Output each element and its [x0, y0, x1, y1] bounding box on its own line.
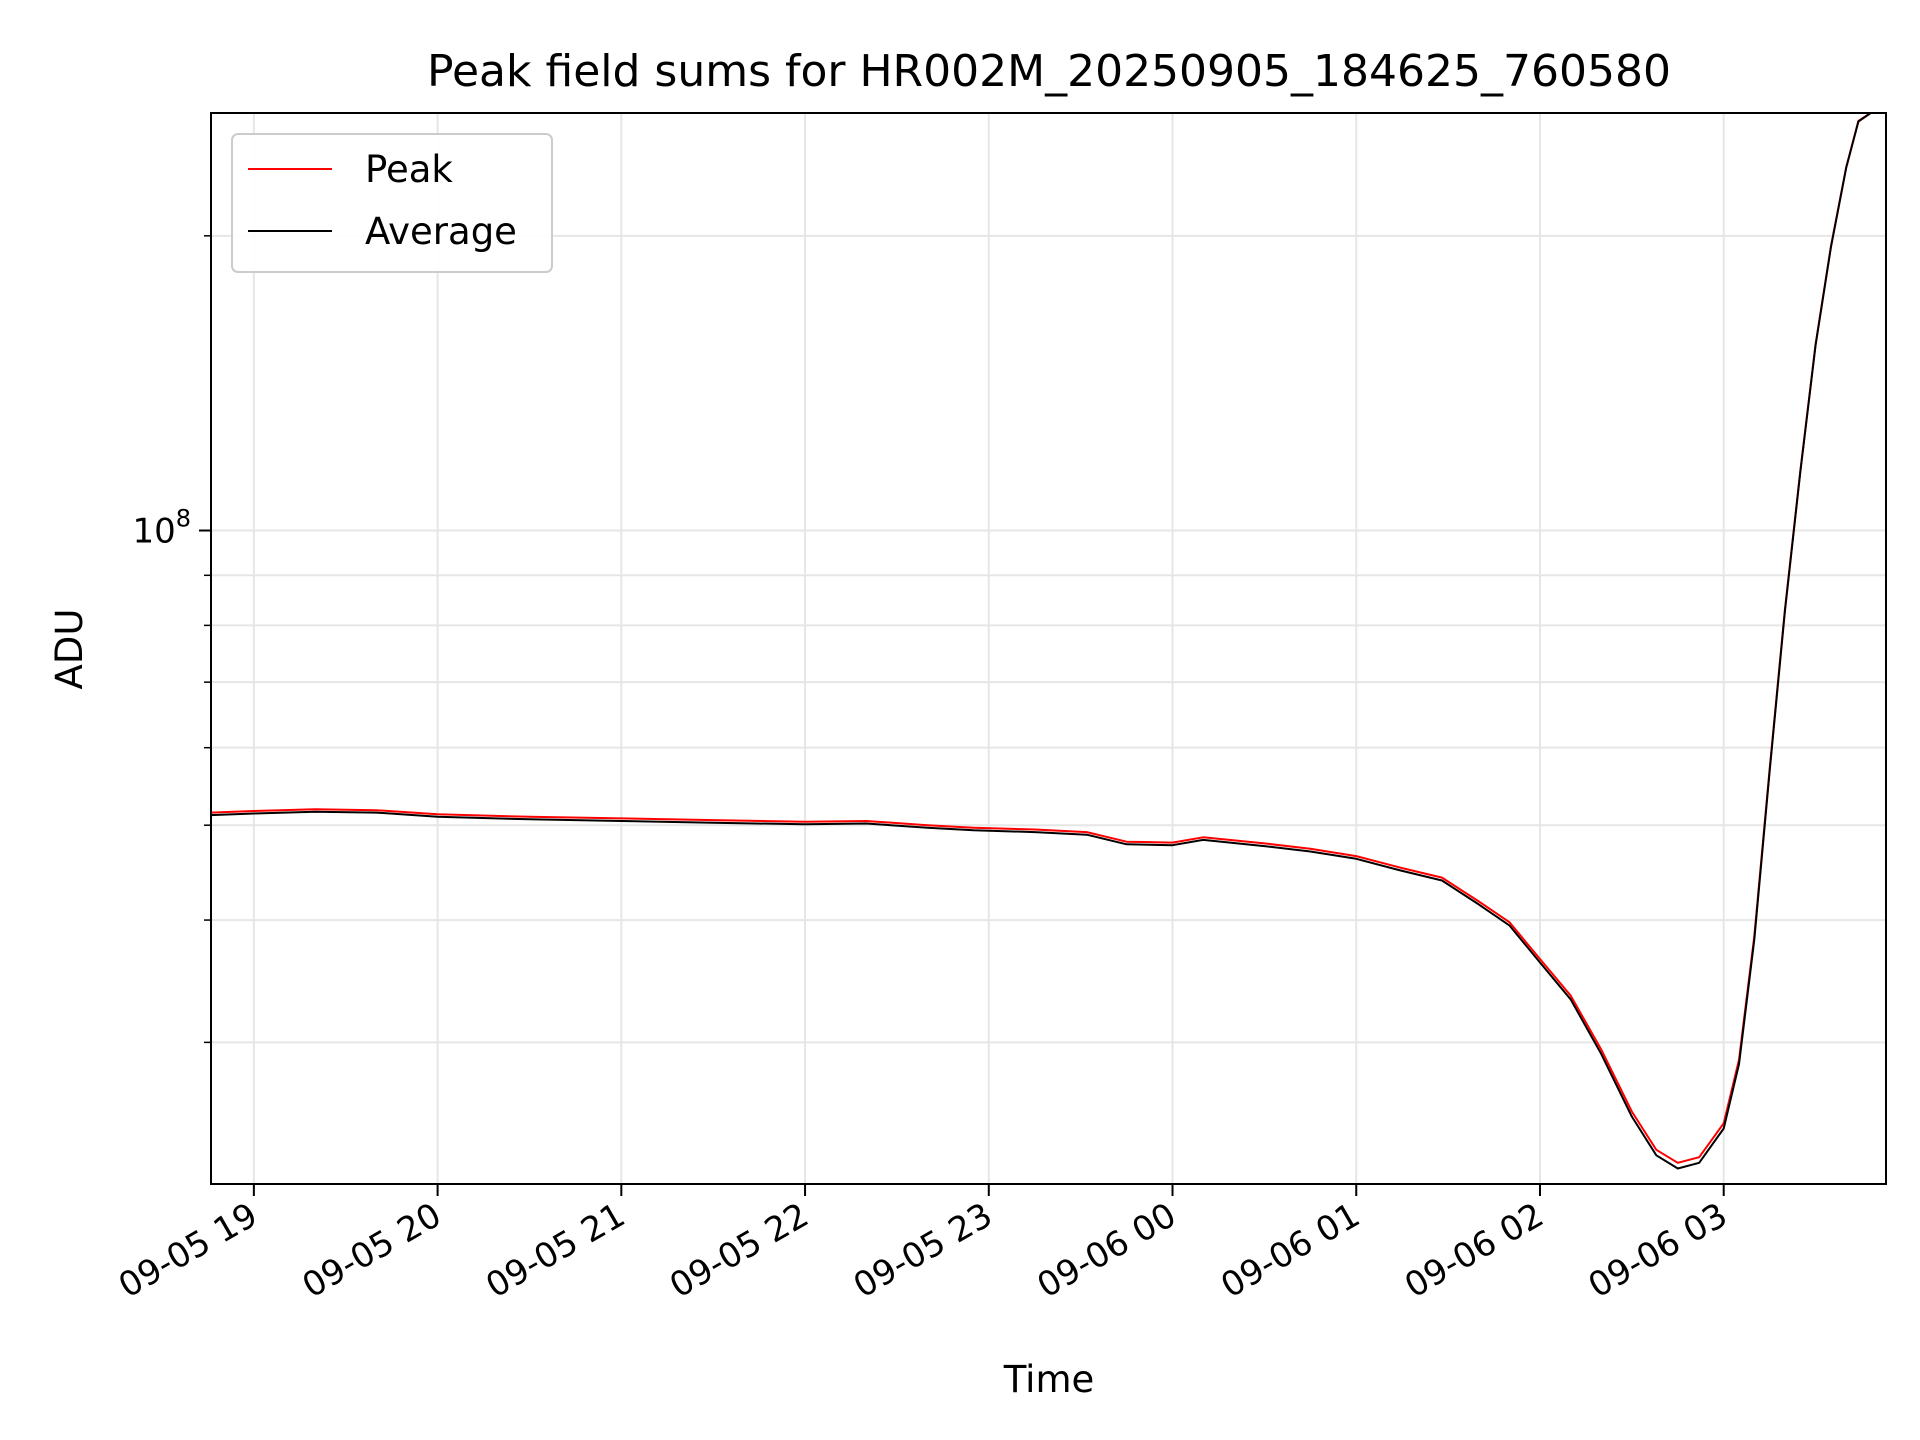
- x-axis-label: Time: [1003, 1358, 1095, 1401]
- plot-frame: [210, 112, 1887, 1185]
- series-line-average: [210, 112, 1886, 1170]
- legend-label-peak: Peak: [365, 148, 453, 191]
- legend-label-average: Average: [365, 210, 517, 253]
- y-axis: 108: [132, 235, 211, 1044]
- series-layer: [210, 112, 1886, 1170]
- chart-title: Peak field sums for HR002M_20250905_1846…: [427, 46, 1671, 97]
- y-tick-label: 108: [132, 505, 191, 552]
- legend: Peak Average: [231, 133, 553, 273]
- y-axis-label: ADU: [48, 609, 91, 690]
- grid: [211, 113, 1886, 1184]
